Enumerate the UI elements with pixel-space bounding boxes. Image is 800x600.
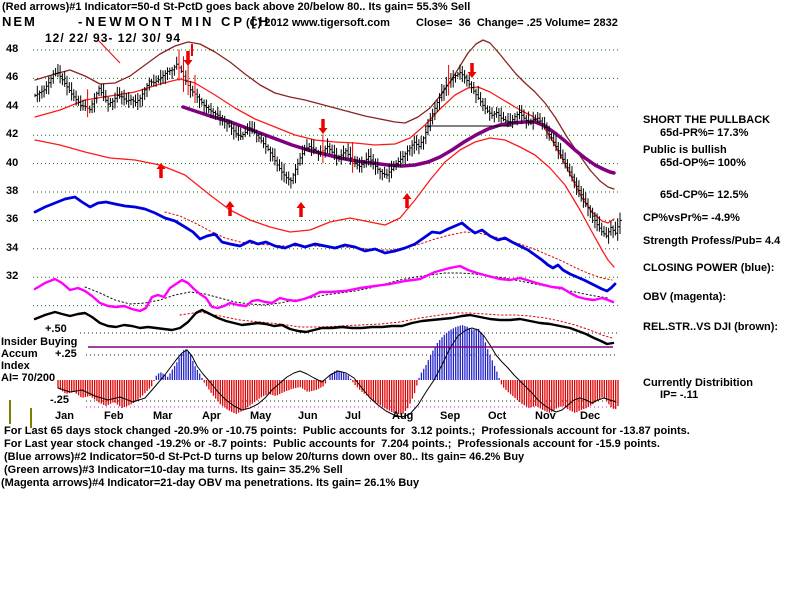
obv-line xyxy=(33,264,615,313)
sell-arrow-icon xyxy=(467,63,477,78)
red-slash-mark xyxy=(97,39,121,64)
buy-arrow-icon xyxy=(402,193,412,208)
buy-arrow-icon xyxy=(225,201,235,216)
relative-strength-ma-line xyxy=(179,311,613,339)
relative-strength-line xyxy=(33,308,615,346)
upper-band-line xyxy=(34,39,615,190)
signal-arrows xyxy=(156,51,477,217)
closing-power-ma-line xyxy=(164,211,613,281)
middle-red-ma-line xyxy=(34,78,615,224)
buy-arrow-icon xyxy=(296,202,306,217)
accumulation-index-line xyxy=(57,327,617,418)
obv-ma-line xyxy=(84,272,609,306)
sell-arrow-icon xyxy=(183,51,193,66)
lower-band-line xyxy=(34,137,615,268)
buy-arrow-icon xyxy=(156,163,166,178)
sell-arrow-icon xyxy=(318,119,328,134)
long-ma-line xyxy=(181,105,616,175)
price-bars xyxy=(34,49,622,244)
closing-power-line xyxy=(33,195,617,293)
